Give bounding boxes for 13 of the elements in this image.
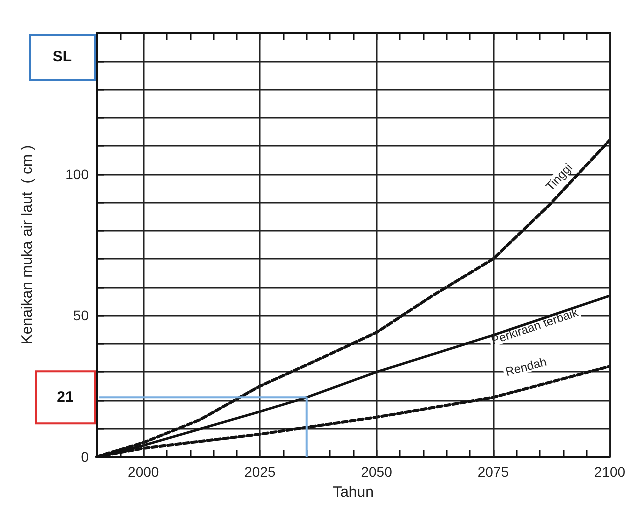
- x-axis-title: Tahun: [333, 484, 374, 501]
- x-tick-label: 2100: [594, 464, 626, 480]
- y-tick-label: 100: [66, 166, 90, 182]
- ref-line-label: 21: [57, 389, 74, 406]
- y-tick-label: 50: [73, 308, 90, 324]
- y-tick-label: 0: [81, 449, 90, 465]
- text: Rendah: [504, 354, 548, 380]
- x-tick-label: 2025: [244, 464, 276, 480]
- y-axis-title: Kenaikan muka air laut ( cm ): [19, 145, 36, 345]
- x-tick-label: 2075: [478, 464, 510, 480]
- x-tick-label: 2050: [361, 464, 393, 480]
- text: SL: [52, 48, 72, 66]
- x-tick-label: 2000: [128, 464, 160, 480]
